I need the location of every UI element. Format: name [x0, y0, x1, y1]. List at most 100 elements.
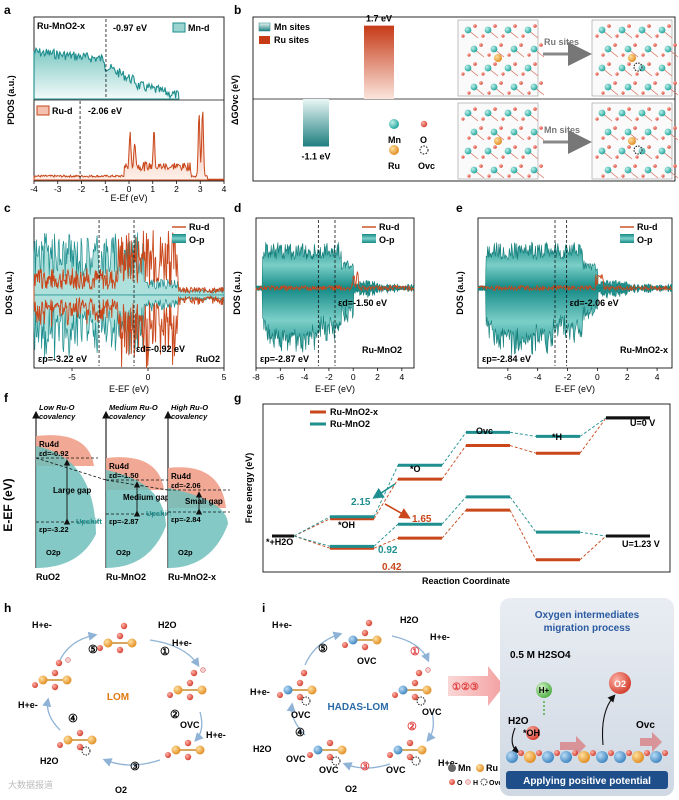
mn-atom	[664, 83, 672, 91]
metal-atom	[127, 638, 137, 648]
mn-atom	[604, 128, 612, 136]
panel-a-tick-label: 4	[222, 184, 227, 194]
energy-connector	[579, 417, 607, 437]
ed-label: εd=-1.50	[109, 471, 139, 480]
energy-connector	[509, 445, 537, 454]
metal-atom	[348, 635, 358, 645]
ann-2-15: 2.15	[351, 497, 371, 508]
o-atom	[539, 126, 543, 130]
o2-ball	[609, 672, 631, 694]
i-he-right: H+e-	[430, 632, 450, 642]
o-atom	[487, 136, 491, 140]
o-p-dos-up	[477, 241, 673, 289]
o-atom	[613, 81, 617, 85]
oh-ball	[526, 726, 540, 740]
o-atom	[501, 117, 505, 121]
energy-connector	[373, 537, 399, 549]
mn-atom	[598, 64, 606, 72]
dos-tick-label: 0	[146, 372, 151, 382]
dos-xlabel: E-EF (eV)	[109, 384, 149, 394]
intermediate-molecule	[307, 739, 347, 766]
o-atom	[501, 72, 505, 76]
dos-xlabel: E-EF (eV)	[315, 384, 355, 394]
material-label: RuO2	[36, 572, 60, 582]
arrow-mn-sites-label: Mn sites	[544, 125, 580, 135]
dos-tick-label: 4	[655, 372, 660, 382]
o-atom	[627, 145, 631, 149]
mn-atom	[658, 64, 666, 72]
surface-atom	[632, 751, 644, 763]
o-atom	[519, 81, 523, 85]
o-atom	[667, 62, 671, 66]
o-atom	[533, 62, 537, 66]
surface-o	[662, 750, 668, 756]
o-atom	[627, 24, 631, 28]
o-p-legend-swatch	[172, 234, 186, 243]
panel-label-d: d	[234, 201, 241, 215]
box-h2o: H2O	[508, 716, 529, 727]
o-atom	[501, 155, 505, 159]
mn-atom	[618, 147, 626, 155]
intermediate-molecule	[387, 739, 427, 766]
f-col-title-2: covalency	[109, 412, 146, 421]
o-atom	[507, 53, 511, 57]
gap-label: Medium gap	[123, 493, 170, 502]
panel-a-tick-label: 3	[198, 184, 203, 194]
ru-d-dos-down	[33, 295, 225, 369]
o-atom	[521, 34, 525, 38]
mn-atom	[464, 26, 472, 34]
i-ovc5: OVC	[286, 754, 306, 764]
state-s0: *+H2O	[266, 537, 293, 547]
migration-arrow	[640, 732, 662, 752]
mn-atom	[604, 166, 612, 174]
adsorbed-o	[415, 669, 423, 677]
dos-tick-label: -6	[277, 372, 285, 382]
ed-label: εd=-1.50 eV	[338, 298, 387, 308]
o-atom	[411, 679, 419, 687]
g-series	[272, 508, 650, 562]
o-atom	[633, 164, 637, 168]
g-legend-ru-mno2: Ru-MnO2	[330, 419, 370, 429]
o-atom	[167, 692, 173, 698]
panel-g: Ru-MnO2-x Ru-MnO2 *+H2O *OH *O Ovc *H U=0 V U=1.…	[244, 403, 671, 586]
o-atom	[607, 62, 611, 66]
legend-mn-sites-swatch	[258, 22, 271, 32]
big-arrow-steps: ①②③	[452, 682, 479, 693]
surface-atom	[542, 751, 554, 763]
o-atom	[635, 72, 639, 76]
i-he-right2: H+e-	[438, 758, 458, 768]
cycle-arrow	[59, 631, 98, 661]
o-atom	[595, 155, 599, 159]
o-atom	[361, 629, 369, 637]
h-step-5: ⑤	[88, 644, 98, 656]
o-atom	[76, 729, 84, 737]
o-atom	[361, 643, 369, 651]
mn-atom	[658, 147, 666, 155]
o-atom	[661, 174, 665, 178]
mn-atom	[618, 109, 626, 117]
material-label: Ru-MnO2	[106, 572, 146, 582]
mn-atom	[504, 26, 512, 34]
panel-f: E-EF (eV)Low Ru-OcovalencyRu4dεd=-0.92εp…	[1, 403, 230, 582]
o-atom	[647, 145, 651, 149]
adsorbed-o	[55, 659, 63, 667]
dos-tick-label: -4	[301, 372, 309, 382]
dos-tick-label: -2	[325, 372, 333, 382]
dos-tick-label: 4	[399, 372, 404, 382]
ru-d-legend-swatch	[36, 105, 50, 116]
o2p-label: O2p	[116, 548, 131, 557]
o-atom	[653, 81, 657, 85]
o-atom	[406, 753, 414, 761]
f-col-title: Medium Ru-O	[109, 403, 158, 412]
metal-atom	[398, 685, 408, 695]
o-atom	[57, 742, 63, 748]
ru-atom	[494, 137, 502, 145]
ed-label: εd=-0.92 eV	[136, 344, 185, 354]
legend-mn: Mn	[458, 763, 471, 773]
intermediate-molecule	[277, 669, 317, 706]
o-atom	[655, 72, 659, 76]
o-atom	[97, 645, 103, 651]
gap-label: Small gap	[185, 497, 223, 506]
o-atom	[641, 53, 645, 57]
